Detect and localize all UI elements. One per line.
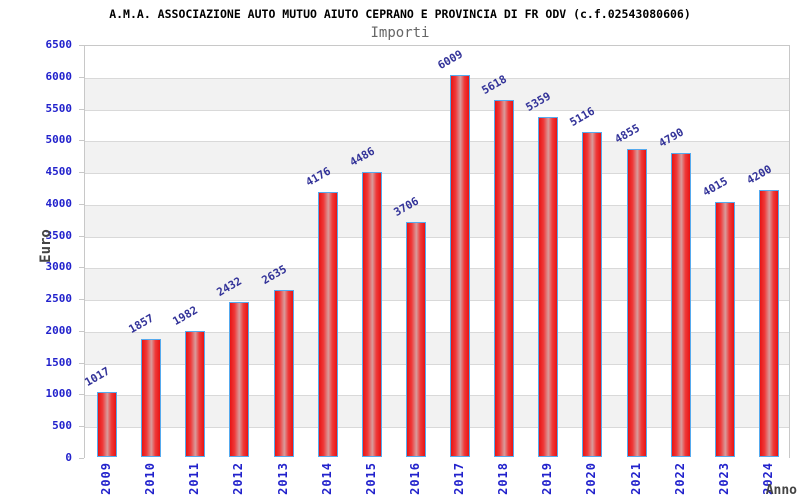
- y-tick-label: 1000: [45, 387, 73, 401]
- x-tick-label-2023: 2023: [716, 462, 731, 495]
- y-tick-label: 6000: [45, 69, 73, 83]
- plot-band: [85, 109, 789, 142]
- y-tick-label: 0: [65, 451, 72, 464]
- bar-2010: [141, 339, 162, 457]
- y-axis-title: Euro: [38, 229, 54, 263]
- plot-area: 1017 1857 1982 2432 2635 4176 4486 3706 6009 5618…: [83, 45, 790, 459]
- bar-2011: [185, 331, 206, 457]
- plot-band: [85, 46, 789, 78]
- bar-2024: [758, 190, 779, 457]
- bar-2013: [273, 289, 294, 457]
- x-tick-label-2021: 2021: [628, 462, 643, 495]
- y-tick-label: 1500: [45, 355, 73, 369]
- x-tick-label-2013: 2013: [275, 462, 290, 495]
- x-tick-label-2011: 2011: [187, 462, 202, 495]
- bar-2021: [626, 148, 647, 457]
- gridline: [85, 236, 789, 238]
- y-tick-label: 5000: [45, 133, 73, 147]
- x-tick-label-2009: 2009: [99, 462, 114, 495]
- bar-2014: [317, 191, 338, 457]
- y-tick-label: 2500: [45, 292, 73, 306]
- y-tick-label: 500: [52, 419, 72, 433]
- x-tick-label-2012: 2012: [231, 462, 246, 495]
- bar-2016: [405, 221, 426, 457]
- gridline: [85, 300, 789, 302]
- y-tick-mark: [79, 458, 84, 459]
- plot-band: [85, 77, 789, 110]
- x-tick-label-2017: 2017: [452, 462, 467, 495]
- bar-2017: [450, 75, 471, 457]
- x-tick-label-2019: 2019: [540, 462, 555, 495]
- bar-2009: [97, 392, 118, 457]
- gridline: [85, 427, 789, 429]
- chart-title: A.M.A. ASSOCIAZIONE AUTO MUTUO AIUTO CEP…: [109, 7, 691, 21]
- bar-2012: [229, 302, 250, 457]
- bar-2019: [538, 116, 559, 457]
- y-tick-label: 2000: [45, 323, 73, 337]
- x-tick-label-2015: 2015: [363, 462, 378, 495]
- bar-2022: [670, 152, 691, 457]
- y-tick-label: 5500: [45, 101, 73, 115]
- y-tick-label: 3500: [45, 228, 73, 242]
- bar-2018: [494, 100, 515, 457]
- bar-2015: [361, 171, 382, 457]
- y-tick-label: 4500: [45, 165, 73, 179]
- bar-2023: [714, 201, 735, 457]
- gridline: [85, 141, 789, 143]
- y-tick-label: 3000: [45, 260, 73, 274]
- x-axis-title: Anno: [765, 483, 797, 498]
- x-tick-label-2010: 2010: [143, 462, 158, 495]
- gridline: [85, 363, 789, 365]
- bar-2020: [582, 131, 603, 457]
- y-tick-label: 4000: [45, 196, 73, 210]
- x-tick-label-2022: 2022: [672, 462, 687, 495]
- gridline: [85, 173, 789, 175]
- gridline: [85, 109, 789, 111]
- x-tick-label-2014: 2014: [319, 462, 334, 495]
- gridline: [85, 268, 789, 270]
- x-tick-label-2020: 2020: [584, 462, 599, 495]
- x-tick-label-2018: 2018: [496, 462, 511, 495]
- chart-subtitle: Importi: [370, 25, 430, 41]
- gridline: [85, 204, 789, 206]
- gridline: [85, 395, 789, 397]
- x-tick-label-2016: 2016: [407, 462, 422, 495]
- gridline: [85, 77, 789, 79]
- gridline: [85, 331, 789, 333]
